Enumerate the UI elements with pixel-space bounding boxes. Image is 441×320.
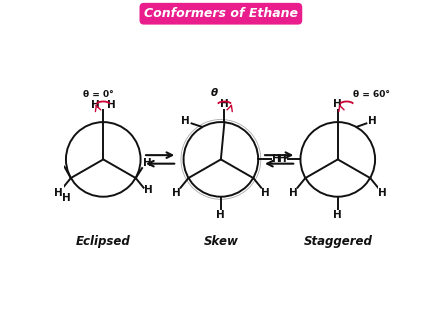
Text: H: H — [333, 210, 342, 220]
Text: H: H — [181, 116, 190, 125]
Text: H: H — [378, 188, 387, 198]
Text: H: H — [278, 155, 286, 164]
Text: H: H — [217, 210, 225, 220]
Text: H: H — [54, 188, 63, 198]
Text: H: H — [107, 100, 116, 110]
Text: H: H — [272, 155, 281, 164]
Text: H: H — [333, 99, 342, 108]
Text: Conformers of Ethane: Conformers of Ethane — [144, 7, 298, 20]
Text: H: H — [220, 99, 229, 108]
Text: Skew: Skew — [203, 235, 238, 248]
Text: θ = 0°: θ = 0° — [82, 90, 113, 99]
Text: Eclipsed: Eclipsed — [76, 235, 131, 248]
Text: H: H — [143, 158, 151, 168]
Text: H: H — [262, 188, 270, 198]
Text: H: H — [288, 188, 297, 198]
Text: H: H — [172, 188, 180, 198]
Text: H: H — [144, 186, 153, 196]
Text: θ: θ — [211, 88, 218, 98]
Text: H: H — [368, 116, 377, 125]
Text: θ = 60°: θ = 60° — [353, 90, 389, 99]
Text: H: H — [62, 193, 71, 203]
Text: H: H — [91, 100, 100, 110]
Text: Staggered: Staggered — [303, 235, 372, 248]
